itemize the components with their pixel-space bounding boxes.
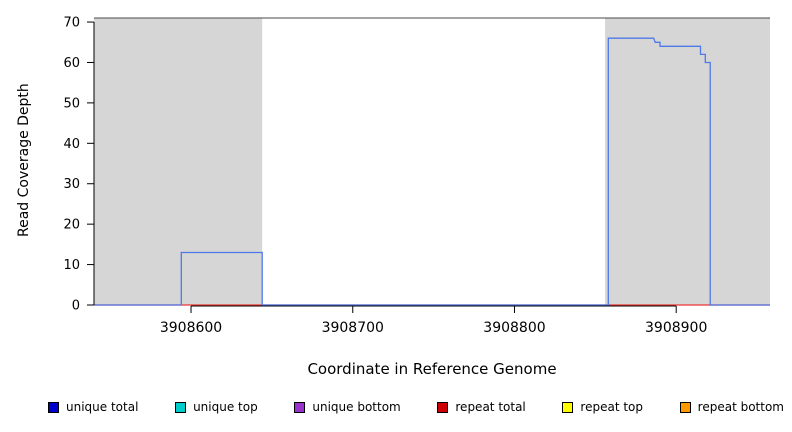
series-unique-total [94,37,770,306]
legend-swatch-icon [437,401,449,413]
y-tick-label: 10 [63,258,80,273]
x-tick-label: 3908600 [160,320,222,336]
y-axis-title: Read Coverage Depth [16,83,32,237]
y-tick-label: 50 [63,96,80,111]
y-tick-label: 60 [63,56,80,71]
legend-swatch-icon [48,401,59,413]
shaded-repeat-region [605,18,770,305]
y-tick-label: 40 [63,137,80,152]
shaded-repeat-region [94,18,263,305]
x-tick-label: 3908800 [483,320,545,336]
legend-label: unique total [66,400,139,414]
y-tick-label: 30 [63,177,80,192]
legend-swatch-icon [679,401,691,413]
y-tick-label: 20 [63,218,80,233]
legend-item-repeat-top: repeat top [562,400,643,414]
x-tick-label: 3908900 [645,320,707,336]
legend-swatch-icon [294,401,306,413]
legend-label: repeat total [455,400,526,414]
legend-swatch-icon [175,401,187,413]
legend: unique total unique top unique bottom repea… [48,400,784,414]
x-axis-title: Coordinate in Reference Genome [307,360,557,378]
legend-item-unique-top: unique top [175,400,258,414]
legend-label: unique top [193,400,258,414]
y-tick-label: 0 [72,299,80,314]
legend-item-unique-bottom: unique bottom [294,400,401,414]
legend-label: unique bottom [312,400,401,414]
legend-item-unique-total: unique total [48,400,138,414]
plot-canvas: 0 10 20 30 40 50 60 70 3908600 3908700 3908800 3908… [63,16,770,336]
legend-item-repeat-bottom: repeat bottom [679,400,784,414]
x-tick-label: 3908700 [322,320,384,336]
legend-label: repeat top [580,400,644,414]
legend-label: repeat bottom [697,400,784,414]
y-tick-label: 70 [63,16,80,31]
legend-item-repeat-total: repeat total [437,400,526,414]
legend-swatch-icon [562,401,574,413]
